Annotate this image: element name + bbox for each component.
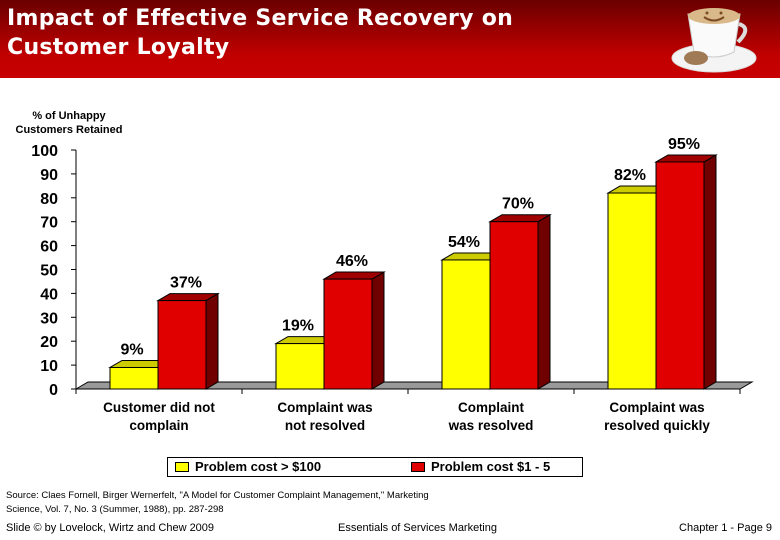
bar-side: [537, 213, 551, 390]
y-tick-label: 80: [40, 191, 58, 208]
footer-copyright: Slide © by Lovelock, Wirtz and Chew 2009: [6, 522, 215, 534]
y-tick-label: 50: [40, 263, 58, 280]
y-tick-label: 90: [40, 167, 58, 184]
title-line-1: Impact of Effective Service Recovery on: [7, 6, 514, 31]
bar-low-cost: [489, 221, 539, 390]
source-line-1: Source: Claes Fornell, Birger Wernerfelt…: [6, 490, 429, 501]
x-category-label: complain: [129, 418, 188, 433]
data-label: 95%: [668, 136, 700, 153]
bar-side: [371, 271, 385, 390]
data-label: 37%: [170, 275, 202, 292]
legend-item-high-cost: Problem cost > $100: [175, 459, 321, 474]
data-label: 82%: [614, 167, 646, 184]
bar-high-cost: [109, 366, 159, 390]
x-category-label: not resolved: [285, 418, 365, 433]
bar-low-cost: [157, 300, 207, 390]
footer-course: Essentials of Services Marketing: [338, 522, 497, 534]
slide-title: Impact of Effective Service Recovery on …: [7, 4, 513, 62]
x-category-label: Customer did not: [103, 400, 215, 415]
title-line-2: Customer Loyalty: [7, 35, 230, 60]
coffee-cup-icon: [671, 8, 757, 73]
legend-swatch-red: [411, 461, 425, 472]
data-label: 54%: [448, 234, 480, 251]
y-axis-label: % of Unhappy Customers Retained: [15, 110, 123, 136]
y-tick-label: 100: [31, 143, 58, 160]
source-citation: Source: Claes Fornell, Birger Wernerfelt…: [6, 489, 429, 517]
bar-side: [205, 292, 219, 390]
y-tick-label: 60: [40, 239, 58, 256]
footer-page: Chapter 1 - Page 9: [679, 522, 772, 534]
legend-item-low-cost: Problem cost $1 - 5: [411, 459, 550, 474]
x-category-label: resolved quickly: [604, 418, 710, 433]
y-tick-label: 20: [40, 334, 58, 351]
y-tick-label: 10: [40, 358, 58, 375]
title-banner: Impact of Effective Service Recovery on …: [0, 0, 780, 78]
bar-low-cost: [323, 278, 373, 390]
bar-chart: 0 10 20 30 40 50 60 70 80 90 100 9% 37% Customer did …: [31, 136, 754, 433]
bar-high-cost: [441, 259, 491, 390]
x-category-label: Complaint was: [609, 400, 704, 415]
source-line-2: Science, Vol. 7, No. 3 (Summer, 1988), p…: [6, 504, 224, 515]
y-tick-label: 0: [49, 382, 58, 399]
y-tick-label: 30: [40, 310, 58, 327]
legend: Problem cost > $100 Problem cost $1 - 5: [167, 457, 583, 477]
x-category-label: Complaint: [458, 400, 525, 415]
legend-swatch-yellow: [175, 461, 189, 472]
x-category-label: was resolved: [448, 418, 534, 433]
y-tick-label: 40: [40, 286, 58, 303]
x-category-label: Complaint was: [277, 400, 372, 415]
data-label: 9%: [120, 341, 143, 358]
bar-high-cost: [275, 343, 325, 390]
data-label: 46%: [336, 253, 368, 270]
data-label: 70%: [502, 196, 534, 213]
bar-side: [703, 154, 717, 390]
bar-low-cost: [655, 161, 705, 390]
y-tick-label: 70: [40, 215, 58, 232]
legend-label: Problem cost > $100: [195, 459, 322, 474]
bar-high-cost: [607, 192, 657, 390]
legend-label: Problem cost $1 - 5: [431, 459, 551, 474]
data-label: 19%: [282, 318, 314, 335]
